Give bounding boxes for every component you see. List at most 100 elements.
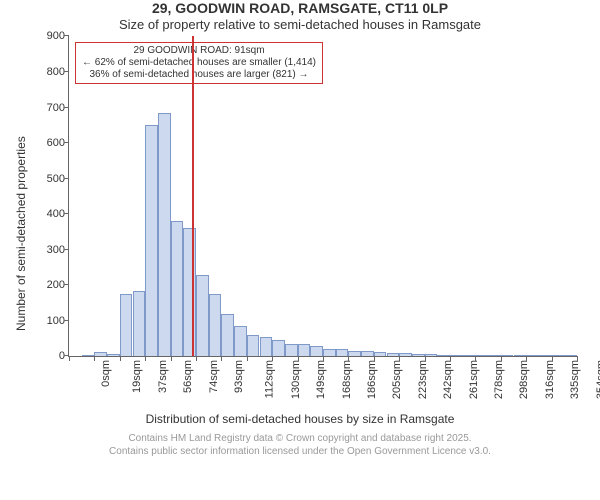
x-tick-label: 149sqm [315, 360, 327, 399]
histogram-bar [387, 353, 400, 357]
x-tick-label: 74sqm [208, 360, 220, 393]
footer-licence: Contains HM Land Registry data © Crown c… [0, 432, 600, 458]
x-tick-mark [577, 356, 578, 361]
histogram-bar [526, 355, 539, 356]
x-tick-label: 316sqm [544, 360, 556, 399]
x-tick-mark [247, 356, 248, 361]
histogram-bar [450, 355, 463, 357]
histogram-bar [323, 349, 336, 357]
histogram-bar [145, 125, 158, 356]
y-tick-mark [64, 107, 69, 108]
x-tick-mark [552, 356, 553, 361]
y-tick-label: 700 [47, 102, 69, 114]
chart-subtitle: Size of property relative to semi-detach… [0, 17, 600, 33]
y-tick-label: 900 [47, 30, 69, 42]
x-tick-label: 261sqm [468, 360, 480, 399]
histogram-bar [171, 221, 184, 356]
x-tick-label: 335sqm [569, 360, 581, 399]
footer-line: Contains HM Land Registry data © Crown c… [0, 432, 600, 445]
x-tick-label: 205sqm [392, 360, 404, 399]
y-tick-mark [64, 284, 69, 285]
x-tick-label: 186sqm [366, 360, 378, 399]
x-tick-mark [425, 356, 426, 361]
histogram-bar [82, 355, 95, 356]
y-tick-label: 0 [59, 350, 69, 362]
histogram-bar [488, 355, 501, 356]
info-box: 29 GOODWIN ROAD: 91sqm← 62% of semi-deta… [75, 42, 323, 84]
y-tick-mark [64, 142, 69, 143]
x-tick-label: 0sqm [100, 360, 112, 387]
x-tick-mark [450, 356, 451, 361]
y-tick-mark [64, 71, 69, 72]
x-tick-mark [171, 356, 172, 361]
y-tick-mark [64, 213, 69, 214]
info-box-line: 36% of semi-detached houses are larger (… [82, 69, 316, 81]
x-tick-mark [501, 356, 502, 361]
histogram-bar [552, 355, 565, 356]
x-tick-mark [94, 356, 95, 361]
x-tick-label: 112sqm [264, 360, 276, 398]
histogram-bar [120, 294, 133, 356]
x-tick-label: 19sqm [131, 360, 143, 393]
histogram-bar [425, 354, 438, 356]
x-tick-mark [526, 356, 527, 361]
histogram-bar [336, 349, 349, 356]
y-axis-label: Number of semi-detached properties [14, 136, 28, 331]
y-tick-mark [64, 249, 69, 250]
x-tick-label: 37sqm [157, 360, 169, 393]
x-tick-mark [196, 356, 197, 361]
histogram-bar [412, 354, 425, 357]
histogram-bar [260, 337, 273, 357]
histogram-bar [475, 355, 488, 356]
y-tick-label: 800 [47, 66, 69, 78]
x-tick-label: 223sqm [417, 360, 429, 399]
histogram-bar [107, 354, 120, 357]
x-tick-label: 93sqm [233, 360, 245, 393]
x-tick-mark [272, 356, 273, 361]
histogram-bar [196, 275, 209, 357]
histogram-bar [374, 352, 387, 356]
x-tick-label: 130sqm [290, 360, 302, 399]
histogram-bar [539, 355, 552, 356]
histogram-bar [564, 355, 577, 356]
y-tick-label: 100 [47, 315, 69, 327]
y-tick-label: 300 [47, 244, 69, 256]
x-tick-mark [298, 356, 299, 361]
x-tick-label: 354sqm [595, 360, 600, 399]
x-tick-mark [475, 356, 476, 361]
plot-area: 29 GOODWIN ROAD: 91sqm← 62% of semi-deta… [68, 36, 577, 357]
histogram-bar [463, 355, 476, 356]
histogram-bar [209, 294, 222, 356]
x-tick-label: 56sqm [182, 360, 194, 393]
x-tick-label: 298sqm [519, 360, 531, 399]
x-tick-label: 278sqm [493, 360, 505, 399]
histogram-bar [272, 340, 285, 356]
y-tick-mark [64, 178, 69, 179]
info-box-line: ← 62% of semi-detached houses are smalle… [82, 57, 316, 69]
histogram-bar [247, 335, 260, 356]
x-tick-mark [69, 356, 70, 361]
histogram-bar [310, 346, 323, 357]
histogram-bar [348, 351, 361, 356]
y-tick-label: 400 [47, 208, 69, 220]
x-tick-mark [221, 356, 222, 361]
histogram-bar [133, 291, 146, 357]
histogram-bar [298, 344, 311, 356]
y-tick-mark [64, 320, 69, 321]
footer-line: Contains public sector information licen… [0, 445, 600, 458]
x-tick-mark [323, 356, 324, 361]
x-tick-mark [120, 356, 121, 361]
x-tick-mark [374, 356, 375, 361]
x-tick-mark [399, 356, 400, 361]
x-tick-label: 168sqm [341, 360, 353, 399]
info-box-line: 29 GOODWIN ROAD: 91sqm [82, 45, 316, 57]
y-tick-label: 200 [47, 279, 69, 291]
x-axis-label: Distribution of semi-detached houses by … [0, 412, 600, 426]
histogram-bar [285, 344, 298, 356]
histogram-bar [94, 352, 107, 356]
y-tick-mark [64, 35, 69, 36]
histogram-bar [221, 314, 234, 357]
histogram-bar [399, 353, 412, 357]
histogram-bar [437, 355, 450, 357]
x-tick-label: 242sqm [442, 360, 454, 399]
